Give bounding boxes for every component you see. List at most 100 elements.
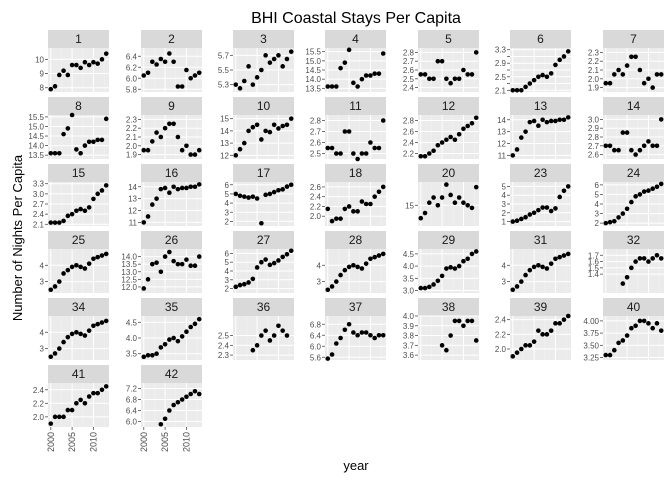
data-point <box>439 273 445 279</box>
data-point <box>469 72 475 77</box>
y-tick-label: 5.6 <box>310 353 322 362</box>
data-point <box>527 343 533 348</box>
y-tick-label: 3.0 <box>33 190 45 199</box>
data-point <box>536 123 541 129</box>
y-tick-label: 2.0 <box>495 345 507 354</box>
data-point <box>254 343 260 348</box>
data-point <box>78 264 83 270</box>
y-tick-label: 4.0 <box>403 312 415 321</box>
data-point <box>439 140 445 145</box>
facet-strip-label: 42 <box>165 367 179 381</box>
data-point <box>52 84 58 89</box>
facet-strip-label: 29 <box>442 233 456 247</box>
y-tick-label: 4 <box>502 261 507 270</box>
data-point <box>658 72 664 77</box>
y-tick-label: 6.4 <box>126 407 138 416</box>
facet-panel-39: 39 2.0 2.2 2.4 <box>495 298 571 360</box>
y-tick-label: 2.2 <box>126 124 138 133</box>
facet-panel-5: 5 2.42.52.62.72.8 <box>403 30 479 93</box>
data-point <box>473 115 479 121</box>
data-point <box>612 347 617 353</box>
facet-strip <box>603 30 664 48</box>
data-point <box>553 206 558 211</box>
y-tick-label: 4.5 <box>126 318 138 327</box>
y-tick-label: 2 <box>225 285 230 294</box>
y-tick-label: 4 <box>502 191 507 200</box>
data-point <box>565 49 571 54</box>
data-point <box>380 51 386 56</box>
data-point <box>99 320 105 325</box>
data-point <box>267 262 273 268</box>
data-point <box>250 347 256 353</box>
data-point <box>435 202 441 208</box>
data-point <box>629 147 634 153</box>
data-point <box>544 119 550 125</box>
data-point <box>74 401 79 406</box>
data-point <box>179 147 185 153</box>
data-point <box>351 151 356 156</box>
facet-strip-label: 8 <box>75 99 82 113</box>
data-point <box>637 67 643 73</box>
data-point <box>624 333 630 338</box>
y-tick-label: 6.2 <box>126 63 138 72</box>
data-point <box>372 71 377 76</box>
data-point <box>620 130 626 135</box>
data-point <box>363 201 369 207</box>
data-point <box>338 151 343 156</box>
data-point <box>162 254 168 259</box>
facet-panel-8: 8 13.514.014.515.015.5 <box>28 97 109 160</box>
data-point <box>544 74 550 80</box>
data-point <box>523 214 528 220</box>
data-point <box>263 192 268 198</box>
data-point <box>192 321 198 327</box>
data-point <box>372 194 377 199</box>
x-tick-label: 2000 <box>46 432 56 452</box>
data-point <box>259 137 264 142</box>
data-point <box>465 123 470 129</box>
data-point <box>267 338 273 343</box>
data-point <box>188 184 193 190</box>
data-point <box>284 251 290 257</box>
y-tick-label: 13 <box>220 139 229 148</box>
facet-strip <box>233 231 294 249</box>
y-tick-label: 3 <box>502 200 507 209</box>
y-tick-label: 2.6 <box>403 128 415 137</box>
data-point <box>624 274 630 280</box>
data-point <box>254 196 260 201</box>
data-point <box>179 84 185 89</box>
facet-panel-15: 15 2.12.42.73.03.3 <box>33 164 109 229</box>
data-point <box>184 257 189 262</box>
data-point <box>82 143 88 148</box>
panel-background <box>418 182 479 226</box>
data-point <box>57 279 62 284</box>
data-point <box>158 56 164 62</box>
data-point <box>284 333 290 338</box>
facet-panel-26: 26 12.012.513.013.514.0 <box>121 231 202 293</box>
data-point <box>95 321 100 327</box>
data-point <box>162 59 168 65</box>
data-point <box>465 202 470 208</box>
facet-strip <box>325 298 386 316</box>
facet-strip-label: 34 <box>72 300 86 314</box>
data-point <box>196 254 202 259</box>
data-point <box>351 209 356 214</box>
data-point <box>359 76 365 82</box>
data-point <box>376 71 382 76</box>
data-point <box>565 115 571 120</box>
y-tick-label: 2.2 <box>310 202 322 211</box>
data-point <box>469 251 475 257</box>
data-point <box>52 284 58 289</box>
y-tick-label: 2.1 <box>126 133 138 142</box>
data-point <box>624 130 630 135</box>
y-tick-label: 14.0 <box>121 253 137 262</box>
data-point <box>99 387 105 393</box>
data-point <box>158 345 164 350</box>
data-point <box>557 254 562 260</box>
data-point <box>52 351 58 356</box>
y-tick-label: 2.3 <box>588 48 600 57</box>
data-point <box>154 196 159 201</box>
y-tick-label: 4.0 <box>126 334 138 343</box>
data-point <box>658 181 664 187</box>
data-point <box>74 262 79 268</box>
data-point <box>95 254 100 260</box>
